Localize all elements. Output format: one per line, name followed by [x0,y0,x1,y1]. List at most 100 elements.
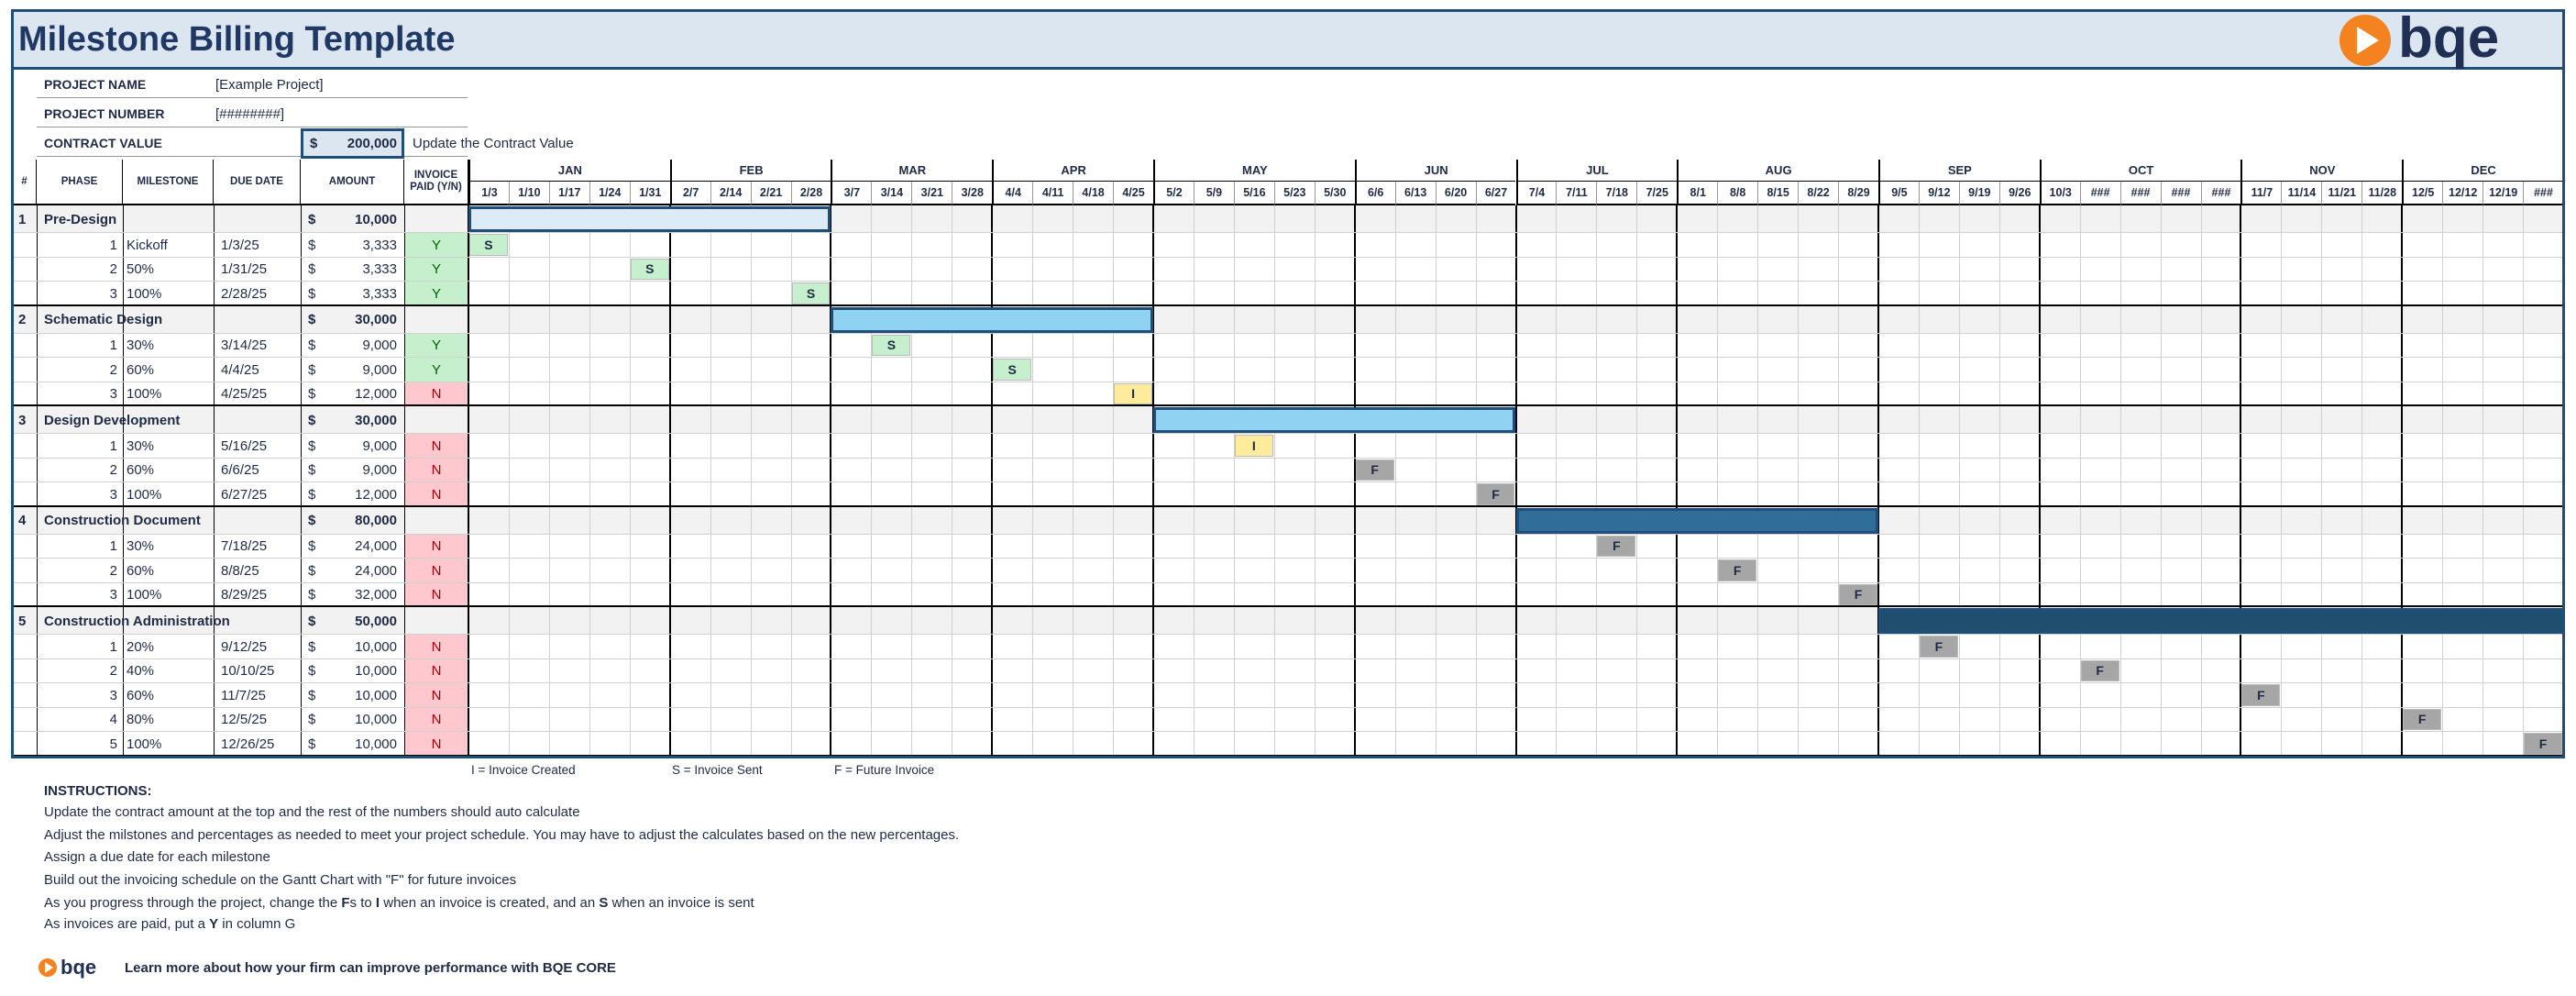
week-header: ### [2160,182,2201,205]
milestone-amount: 12,000 [355,486,397,503]
milestone-amount: 10,000 [355,663,397,680]
week-line [1233,205,1235,757]
currency: $ [308,587,316,603]
week-line [790,205,792,757]
week-header: ### [2200,182,2241,205]
paid-status: N [431,736,442,752]
invoice-marker: F [1476,483,1515,505]
currency: $ [308,538,316,555]
paid-status: N [431,663,442,680]
currency: $ [308,211,316,227]
contract-note: Update the Contract Value [413,136,574,151]
column-header: INVOICE PAID (Y/N) [404,160,468,205]
milestone-number: 1 [109,638,117,655]
week-line [1717,205,1719,757]
week-line [1838,205,1840,757]
due-date: 10/10/25 [221,663,275,680]
milestone-number: 2 [109,361,117,378]
month-header: DEC [2402,160,2563,182]
milestone-number: 5 [109,736,117,752]
week-line [1394,205,1396,757]
week-header: 6/13 [1394,182,1436,205]
milestone-number: 1 [109,237,117,253]
row-line [13,433,2563,434]
month-header: APR [992,160,1154,182]
milestone-name: 60% [127,361,155,378]
instruction-text: when an invoice is created, and an [380,894,600,911]
month-line [1152,205,1155,757]
logo: bqe [2339,11,2499,70]
milestone-number: 3 [109,386,117,403]
week-line [2160,205,2162,757]
currency: $ [308,613,316,629]
week-line [1757,205,1759,757]
week-line [2079,205,2081,757]
row-line [13,281,2563,282]
invoice-marker: F [1839,583,1877,605]
paid-cell [404,482,468,507]
week-header: 1/24 [589,182,630,205]
week-line [911,205,913,757]
currency: $ [308,663,316,680]
week-header: 3/14 [871,182,912,205]
footer-logo: bqe [39,956,96,979]
currency: $ [308,312,316,327]
currency: $ [308,736,316,752]
week-header: 1/10 [508,182,549,205]
month-line [1877,205,1879,757]
week-line [508,205,510,757]
invoice-marker: F [2080,659,2119,681]
milestone-number: 1 [109,538,117,555]
paid-cell [404,358,468,382]
due-date: 9/12/25 [221,638,268,655]
milestone-amount: 9,000 [362,437,397,454]
phase-number: 1 [18,211,27,227]
paid-status: Y [431,285,441,302]
due-date: 4/4/25 [221,361,259,378]
instruction-text: in column G [218,915,296,932]
week-line [1636,205,1638,757]
paid-cell [404,683,468,708]
currency: $ [308,361,316,378]
week-header: 12/12 [2442,182,2483,205]
milestone-number: 3 [109,486,117,503]
footer-logo-play [45,962,53,973]
row-line [13,404,2563,406]
milestone-amount: 10,000 [355,638,397,655]
due-date: 8/8/25 [221,562,259,579]
week-line [548,205,550,757]
week-line [1032,205,1034,757]
month-line [1353,205,1356,757]
week-header: ### [2523,182,2563,205]
milestone-name: 80% [127,712,155,728]
currency: $ [308,562,316,579]
week-header: 12/5 [2402,182,2443,205]
month-header: MAR [831,160,993,182]
week-line [1556,205,1558,757]
row-line [13,332,2563,334]
week-header: 9/19 [1958,182,1999,205]
milestone-name: 20% [127,638,155,655]
phase-bar [831,306,1153,333]
milestone-amount: 9,000 [362,462,397,479]
due-date: 5/16/25 [221,437,268,454]
column-line [301,205,302,757]
paid-cell [404,658,468,683]
currency: $ [308,412,316,428]
month-header: NOV [2240,160,2403,182]
due-date: 2/28/25 [221,285,268,302]
week-header: 2/28 [790,182,831,205]
currency: $ [308,261,316,278]
week-header: 9/5 [1877,182,1919,205]
month-line [668,205,671,757]
currency: $ [308,386,316,403]
milestone-name: 30% [127,538,155,555]
week-line [2200,205,2202,757]
row-line [13,558,2563,559]
currency: $ [308,712,316,728]
week-line [629,205,631,757]
instruction-line: Update the contract amount at the top an… [44,801,1419,823]
paid-cell [404,434,468,459]
project-value: [Example Project] [215,76,324,93]
